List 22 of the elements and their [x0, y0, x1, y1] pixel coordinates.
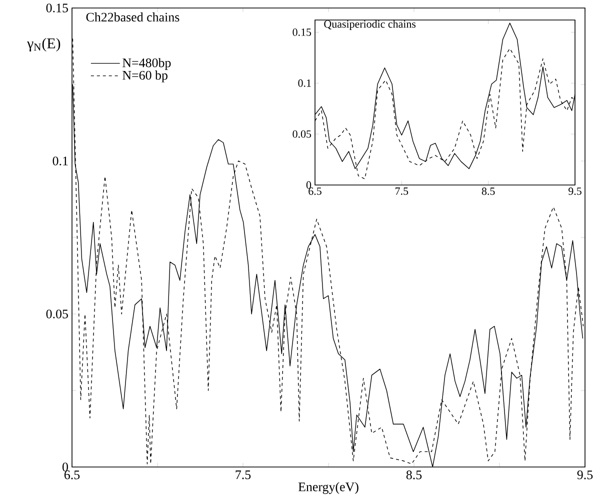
y-tick-label: 0.05 — [46, 310, 68, 318]
x-tick-label: 9.5 — [568, 188, 582, 195]
legend-label: N=60 bp — [122, 70, 168, 82]
y-tick-label: 0 — [306, 181, 312, 189]
legend-label: N=480bp — [122, 58, 171, 70]
x-tick-label: 6.5 — [64, 470, 80, 480]
x-tick-label: 7.5 — [396, 188, 408, 195]
y-axis-title: γ$_{N}$(E) — [27, 38, 60, 52]
chart-title: Ch22based chains — [86, 12, 180, 22]
y-tick-label: 0.1 — [298, 79, 311, 87]
x-tick-label: 9.5 — [577, 470, 593, 480]
x-tick-label: 6.5 — [308, 188, 322, 195]
chart-title: Quasiperiodic chains — [324, 20, 416, 30]
x-tick-label: 8.5 — [406, 470, 422, 480]
y-tick-label: 0.15 — [46, 4, 68, 12]
x-tick-label: 7.5 — [236, 470, 251, 480]
y-tick-label: 0.05 — [292, 130, 312, 138]
y-tick-label: 0.15 — [292, 28, 312, 36]
y-tick-label: 0 — [62, 462, 68, 472]
x-axis-title: Energy(eV) — [298, 482, 358, 494]
x-tick-label: 8.5 — [482, 188, 495, 195]
y-tick-label: 0.1 — [52, 156, 68, 166]
